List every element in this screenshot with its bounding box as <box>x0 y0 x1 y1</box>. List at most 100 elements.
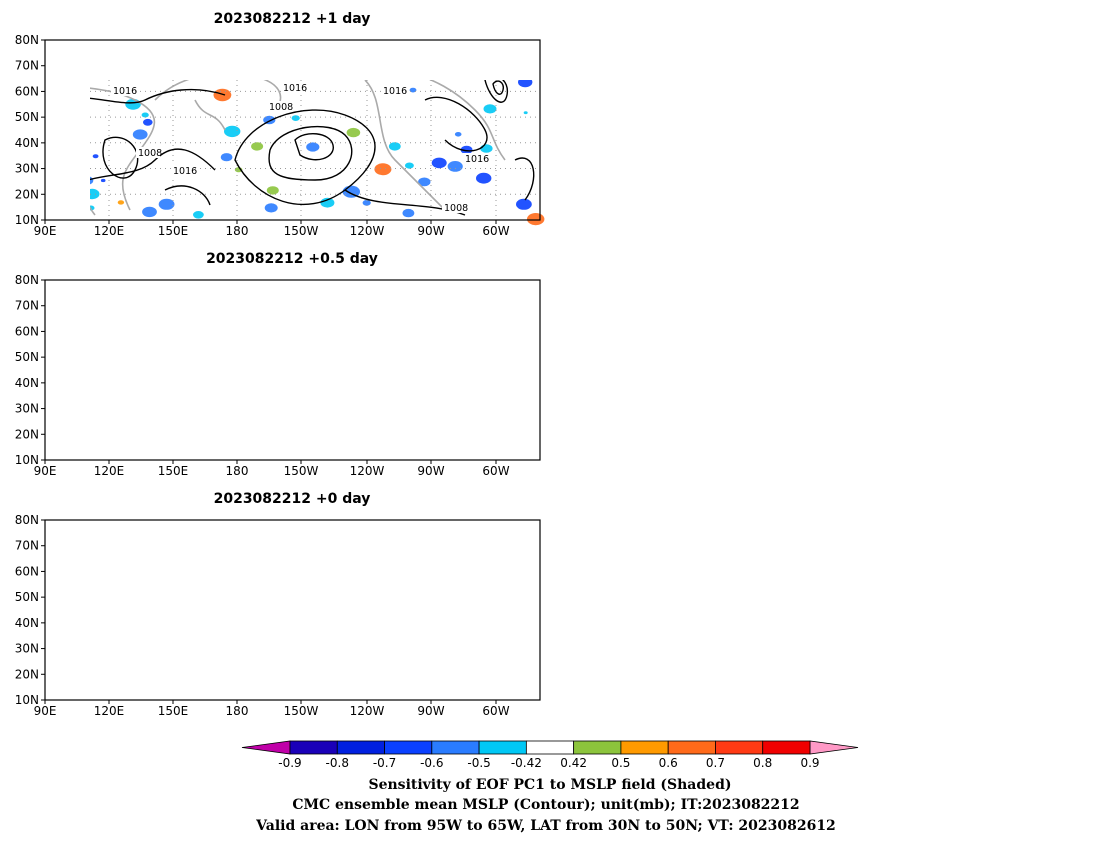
lat-tick-label: 70N <box>15 299 39 313</box>
shading-patch <box>478 318 485 323</box>
panel-title: 2023082212 +0 day <box>214 491 371 507</box>
sensitivity-shading <box>44 70 545 226</box>
colorbar-segment <box>478 740 527 755</box>
contour-label: 1016 <box>283 83 307 94</box>
colorbar-label: -0.9 <box>278 756 301 770</box>
shading-patch <box>460 145 473 155</box>
shading-patch <box>362 199 371 206</box>
lat-tick-label: 80N <box>15 273 39 287</box>
colorbar-label: 0.8 <box>753 756 772 770</box>
lon-tick-label: 120E <box>94 704 125 718</box>
shading-patch <box>89 561 95 565</box>
coastlines <box>45 310 505 455</box>
lon-tick-label: 150W <box>284 224 319 238</box>
shading-patch <box>245 309 253 315</box>
shading-patch <box>428 583 446 596</box>
shading-patch <box>121 552 135 562</box>
colorbar-segment <box>667 740 716 755</box>
shading-patch <box>267 629 278 637</box>
shading-patch <box>356 694 367 702</box>
shading-patch <box>511 577 529 589</box>
panel-title: 2023082212 +1 day <box>214 11 371 27</box>
colorbar-label: -0.5 <box>467 756 490 770</box>
shading-patch <box>100 178 106 183</box>
lon-tick-label: 120W <box>350 224 385 238</box>
colorbar-segment <box>525 740 575 755</box>
shading-patch <box>125 98 141 110</box>
colorbar-high-triangle <box>809 740 859 755</box>
contour-label: 1016 <box>313 549 337 560</box>
shading-patch <box>327 549 337 556</box>
colorbar-segment <box>289 740 338 755</box>
contour-label: 1016 <box>463 387 487 398</box>
shading-patch <box>132 129 148 140</box>
lat-tick-label: 10N <box>15 693 39 707</box>
shading-patch <box>417 72 426 78</box>
shading-patch <box>246 438 255 444</box>
shading-patch <box>100 448 110 455</box>
lat-tick-label: 50N <box>15 590 39 604</box>
colorbar-segment <box>715 740 764 755</box>
shading-patch <box>530 661 539 668</box>
shading-patch <box>325 606 334 613</box>
shading-patch <box>116 668 134 680</box>
shading-patch <box>131 518 140 524</box>
lon-tick-label: 180 <box>226 224 249 238</box>
shading-patch <box>92 522 100 527</box>
shading-patch <box>275 561 288 570</box>
shading-patch <box>253 608 263 615</box>
shading-patch <box>331 416 344 425</box>
contour-label: 1008 <box>444 203 468 214</box>
shading-patch <box>122 348 133 356</box>
map-panel-1: 2023082212 +1 day 1016 1016 1016 1016 1008 100… <box>15 11 545 238</box>
shading-patch <box>120 354 133 363</box>
shading-patch <box>432 384 440 389</box>
shading-patch <box>453 308 465 316</box>
shading-patch <box>211 523 215 526</box>
shading-patch <box>460 361 468 367</box>
shading-patch <box>486 524 498 532</box>
shading-patch <box>54 601 64 608</box>
lat-tick-label: 10N <box>15 213 39 227</box>
contour-label: 1008 <box>138 148 162 159</box>
colorbar-label: 0.5 <box>611 756 630 770</box>
shading-patch <box>264 203 278 213</box>
shading-patch <box>338 428 348 435</box>
shading-patch <box>511 559 524 568</box>
shading-patch <box>257 679 265 685</box>
shading-patch <box>86 683 94 689</box>
shading-patch <box>390 399 405 410</box>
shading-patch <box>44 105 57 114</box>
gridlines <box>45 280 540 460</box>
map-frame <box>44 519 541 701</box>
shading-patch <box>327 305 341 315</box>
shading-patch <box>398 429 406 434</box>
colorbar-label: 0.42 <box>560 756 587 770</box>
lon-tick-label: 90W <box>417 224 444 238</box>
shading-patch <box>241 374 257 385</box>
shading-patch <box>141 112 149 118</box>
shading-patch <box>137 70 142 73</box>
contour-label: 1016 <box>173 166 197 177</box>
shading-patch <box>491 526 504 535</box>
shading-patch <box>177 638 182 642</box>
shading-patch <box>138 550 152 560</box>
shading-patch <box>211 633 216 636</box>
lon-tick-label: 90W <box>417 464 444 478</box>
shading-patch <box>110 538 123 547</box>
shading-patch <box>398 651 411 660</box>
lat-tick-label: 80N <box>15 513 39 527</box>
shading-patch <box>359 415 369 422</box>
colorbar-segment <box>336 740 385 755</box>
lon-tick-label: 180 <box>226 464 249 478</box>
caption-line-2: CMC ensemble mean MSLP (Contour); unit(m… <box>292 797 799 813</box>
shading-patch <box>328 595 334 599</box>
shading-patch <box>80 607 94 617</box>
shading-patch <box>72 331 81 337</box>
shading-patch <box>92 154 99 159</box>
colorbar: -0.9 -0.8 -0.7 -0.6 -0.5 -0.42 0.42 0.5 0.6 0.7 0.… <box>241 740 859 770</box>
shading-patch <box>119 370 125 374</box>
shading-patch <box>225 549 229 552</box>
shading-patch <box>455 623 470 634</box>
